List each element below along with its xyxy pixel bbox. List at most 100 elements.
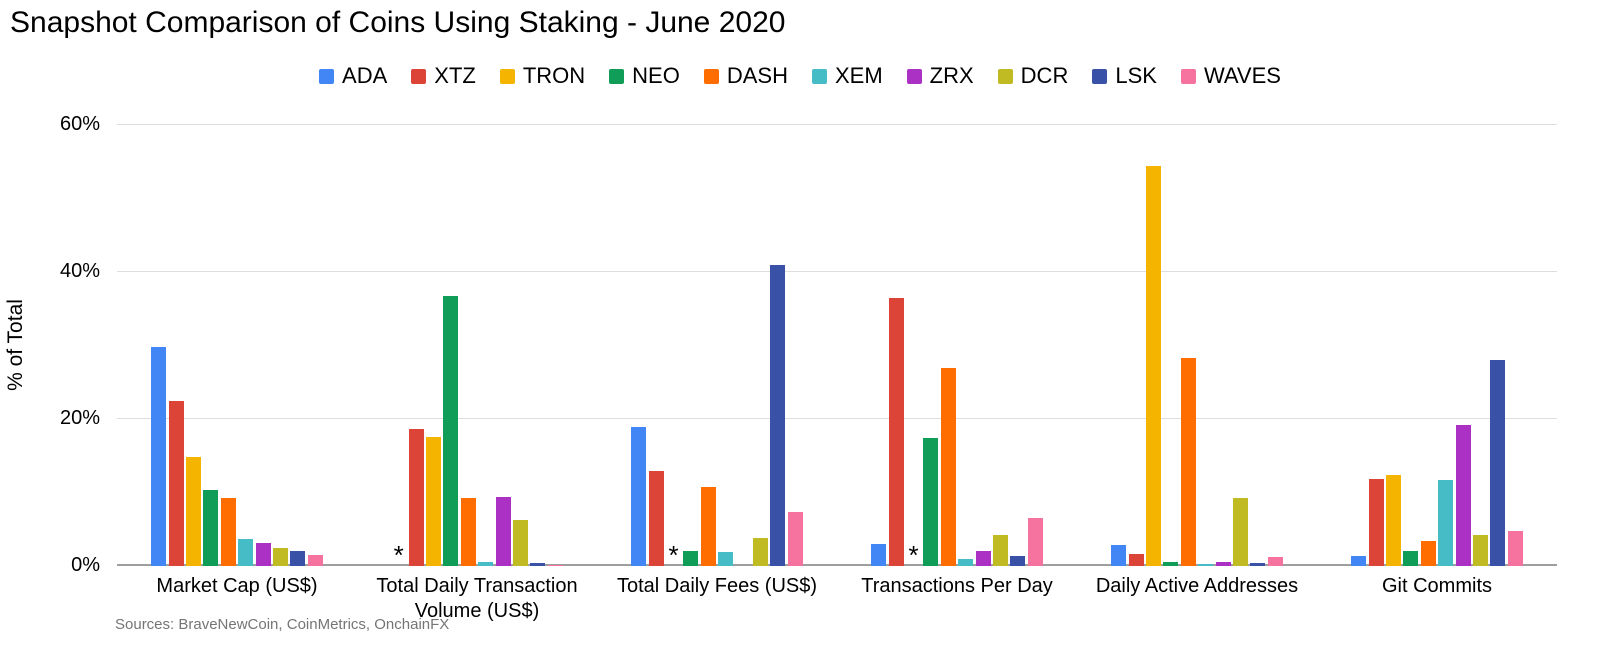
bar-group [117, 105, 357, 566]
bar-slot: * [666, 105, 681, 570]
bar-dcr [992, 535, 1008, 566]
bar-xtz [888, 298, 904, 566]
bar-slot: * [391, 105, 406, 570]
bar-slot [1146, 105, 1162, 566]
bar-neo [683, 551, 699, 566]
gridline [117, 271, 1557, 272]
gridline [117, 418, 1557, 419]
bar-neo [923, 438, 939, 566]
x-axis-label-text: Market Cap (US$) [156, 575, 318, 597]
bar-lsk [1490, 360, 1506, 566]
bar-xem [1438, 480, 1454, 566]
bar-slot [1403, 105, 1419, 566]
y-tick-label: 60% [59, 113, 100, 135]
bar-slot [1351, 105, 1367, 566]
bar-slot [1490, 105, 1506, 566]
bar-ada [631, 427, 647, 566]
legend-item-neo: NEO [609, 63, 680, 89]
bar-slot [1368, 105, 1384, 566]
bar-slot [736, 105, 751, 566]
legend-label: ZRX [929, 63, 974, 88]
bar-xem [478, 562, 494, 566]
bar-slot [220, 105, 236, 566]
legend-label: WAVES [1203, 63, 1281, 88]
bar-xtz [1368, 479, 1384, 566]
legend-swatch-icon [1092, 68, 1108, 84]
x-axis-labels: Market Cap (US$) Total Daily Transaction … [117, 574, 1557, 624]
bar-ada [1111, 545, 1127, 566]
bar-tron [1146, 166, 1162, 566]
x-axis-label: Transactions Per Day [837, 574, 1077, 624]
bar-slot [648, 105, 664, 566]
bar-slot [975, 105, 991, 566]
legend-swatch-icon [703, 68, 719, 84]
no-data-asterisk: * [668, 540, 679, 570]
bar-dash [940, 368, 956, 566]
legend-swatch-icon [609, 68, 625, 84]
bar-dcr [512, 520, 528, 566]
bar-lsk [1250, 563, 1266, 566]
bar-group: * [837, 105, 1077, 570]
bar-waves [787, 512, 803, 566]
bar-slot [203, 105, 219, 566]
bar-group [1317, 105, 1557, 566]
bar-zrx [975, 551, 991, 566]
bar-xem [718, 552, 734, 566]
bar-xem [1198, 564, 1214, 566]
legend-item-zrx: ZRX [906, 63, 974, 89]
bar-slot [272, 105, 288, 566]
bar-group: * [357, 105, 597, 570]
bar-slot [1215, 105, 1231, 566]
bar-slot: * [906, 105, 921, 570]
bar-slot [1507, 105, 1523, 566]
y-axis-ticks: 0% 20% 40% 60% [0, 105, 100, 576]
legend-label: NEO [632, 63, 680, 88]
bar-slot [186, 105, 202, 566]
bar-dash [460, 498, 476, 566]
legend-label: ADA [342, 63, 388, 88]
bar-slot [992, 105, 1008, 566]
bar-slot [718, 105, 734, 566]
bar-slot [1267, 105, 1283, 566]
bar-slot [547, 105, 563, 566]
bar-zrx [1455, 425, 1471, 566]
y-tick-label: 20% [59, 407, 100, 429]
bar-slot [871, 105, 887, 566]
bar-waves [1267, 557, 1283, 566]
bar-neo [1163, 562, 1179, 566]
legend-swatch-icon [1180, 68, 1196, 84]
bar-slot [1027, 105, 1043, 566]
bar-dash [1180, 358, 1196, 566]
bar-zrx [255, 543, 271, 566]
bar-slot [1455, 105, 1471, 566]
bar-slot [1010, 105, 1026, 566]
bar-slot [426, 105, 442, 566]
bar-slot [888, 105, 904, 566]
x-axis-label: Daily Active Addresses [1077, 574, 1317, 624]
legend-swatch-icon [411, 68, 427, 84]
bar-ada [1351, 556, 1367, 566]
legend-item-lsk: LSK [1092, 63, 1157, 89]
bar-slot [1163, 105, 1179, 566]
gridline [117, 124, 1557, 125]
source-note: Sources: BraveNewCoin, CoinMetrics, Onch… [115, 616, 450, 633]
bar-ada [871, 544, 887, 566]
bar-slot [1420, 105, 1436, 566]
x-axis-label-text: Total Daily Fees (US$) [616, 575, 818, 597]
bar-slot [770, 105, 786, 566]
x-axis-label: Total Daily Fees (US$) [597, 574, 837, 624]
bar-slot [408, 105, 424, 566]
bar-slot [1180, 105, 1196, 566]
legend-label: XTZ [434, 63, 476, 88]
legend-item-waves: WAVES [1180, 63, 1281, 89]
chart-title: Snapshot Comparison of Coins Using Staki… [10, 6, 786, 39]
legend-item-dash: DASH [703, 63, 788, 89]
bar-slot [307, 105, 323, 566]
bar-slot [958, 105, 974, 566]
y-tick-label: 0% [71, 554, 100, 576]
bar-slot [631, 105, 647, 566]
bar-slot [940, 105, 956, 566]
bar-groups: * * * [117, 105, 1557, 570]
bar-slot [1198, 105, 1214, 566]
bar-slot [1438, 105, 1454, 566]
